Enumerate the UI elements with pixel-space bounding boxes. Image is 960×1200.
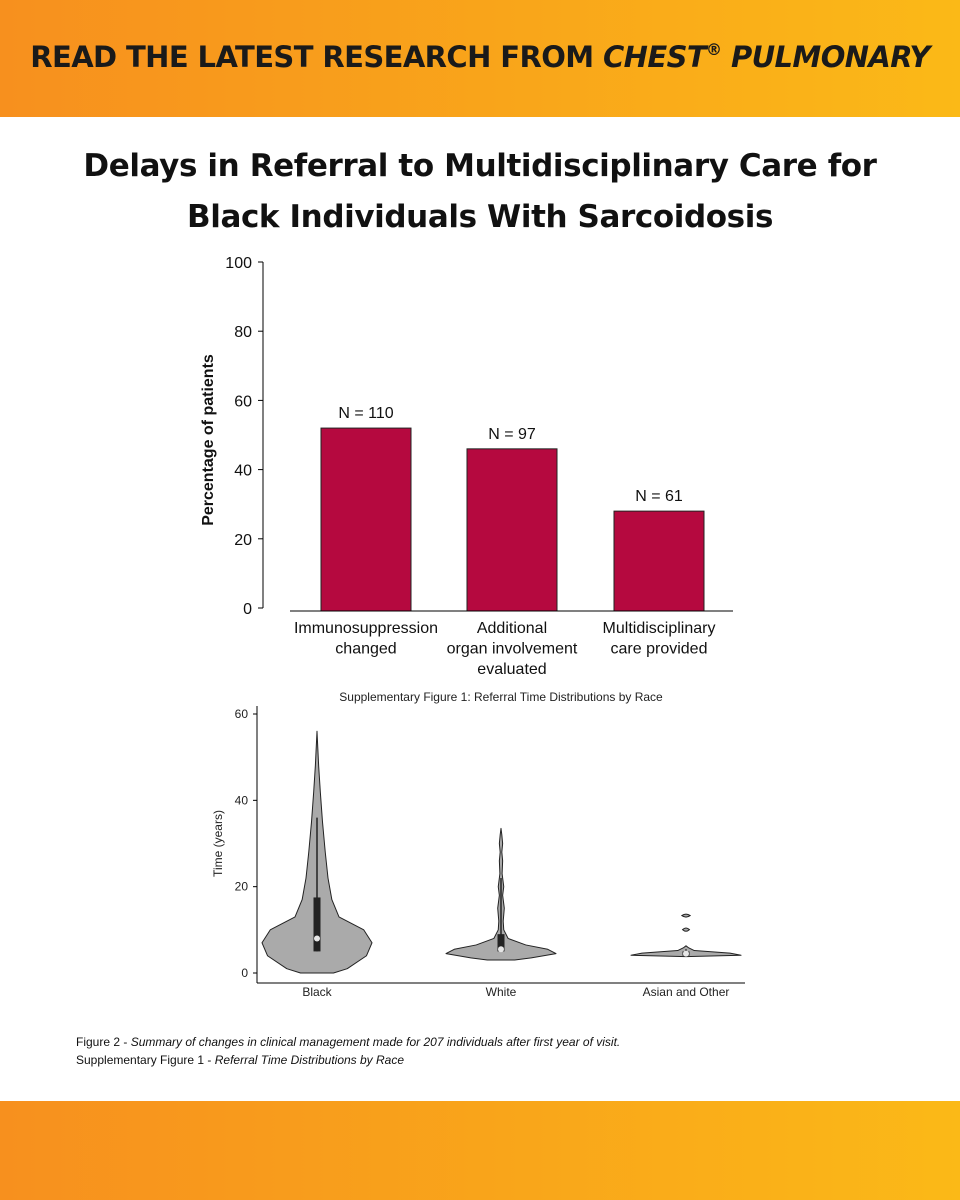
caption-1-label: Figure 2 -	[76, 1035, 131, 1049]
caption-2-label: Supplementary Figure 1 -	[76, 1053, 215, 1067]
caption-line-1: Figure 2 - Summary of changes in clinica…	[76, 1033, 896, 1051]
bar-y-tick-label: 0	[243, 601, 252, 618]
top-banner: READ THE LATEST RESEARCH FROM CHEST® PUL…	[0, 0, 960, 117]
violin-y-tick-label: 60	[235, 707, 249, 721]
violin-median-point	[498, 946, 504, 953]
caption-1-text: Summary of changes in clinical managemen…	[130, 1035, 621, 1049]
page-title-line-2: Black Individuals With Sarcoidosis	[186, 199, 773, 235]
bar-data-label: N = 97	[488, 426, 536, 443]
banner-brand-name: CHEST	[603, 40, 707, 74]
violin-category-label: Asian and Other	[643, 985, 730, 999]
bar-y-axis-label: Percentage of patients	[200, 354, 217, 526]
bar-chart: 0 20 40 60 80 100 Percentage of patients N = 11…	[200, 255, 733, 678]
violin-iqr-box	[313, 897, 321, 952]
bar-y-tick-label: 20	[234, 532, 252, 549]
caption-2-text: Referral Time Distributions by Race	[214, 1053, 405, 1067]
banner-brand: CHEST® PULMONARY	[603, 40, 930, 74]
banner-suffix: PULMONARY	[721, 40, 930, 74]
bar-category-label: care provided	[611, 641, 708, 658]
violin-y-tick-label: 0	[241, 966, 248, 980]
violin-y-tick-label: 20	[235, 880, 249, 894]
caption-line-2: Supplementary Figure 1 - Referral Time D…	[76, 1051, 896, 1069]
violin-median-point	[683, 950, 689, 957]
bar-category-label: evaluated	[477, 661, 546, 678]
banner-prefix: READ THE LATEST RESEARCH FROM	[30, 40, 603, 74]
bottom-banner	[0, 1101, 960, 1200]
bar-y-tick-label: 60	[234, 393, 252, 410]
bar-data-label: N = 110	[338, 405, 393, 422]
bar-data-label: N = 61	[635, 488, 683, 505]
bar-category-label: changed	[335, 641, 396, 658]
violin-chart: Supplementary Figure 1: Referral Time Di…	[211, 690, 745, 999]
page-title-line-1: Delays in Referral to Multidisciplinary …	[83, 148, 877, 184]
figure-caption: Figure 2 - Summary of changes in clinica…	[76, 1033, 896, 1069]
bar-category-label: Immunosuppression	[294, 620, 438, 637]
registered-mark: ®	[706, 40, 722, 59]
violin-category-label: White	[486, 985, 517, 999]
bar-y-tick-label: 80	[234, 324, 252, 341]
bar-category-label: Multidisciplinary	[603, 620, 716, 637]
page-title: Delays in Referral to Multidisciplinary …	[0, 141, 960, 243]
bar-category-label: organ involvement	[447, 641, 578, 658]
violin-island	[680, 913, 692, 918]
bar-y-tick-label: 100	[225, 255, 252, 272]
violin-iqr-box	[497, 934, 505, 952]
bar-category-label: Additional	[477, 620, 547, 637]
violin-y-tick-label: 40	[235, 793, 249, 807]
bar	[320, 427, 412, 612]
banner-text: READ THE LATEST RESEARCH FROM CHEST® PUL…	[0, 40, 960, 74]
bar	[613, 510, 705, 612]
violin-title: Supplementary Figure 1: Referral Time Di…	[339, 690, 663, 704]
violin-y-axis-label: Time (years)	[211, 810, 225, 877]
violin-category-label: Black	[302, 985, 332, 999]
bar-y-tick-label: 40	[234, 463, 252, 480]
violin-median-point	[314, 935, 320, 942]
violin-island	[681, 927, 691, 932]
